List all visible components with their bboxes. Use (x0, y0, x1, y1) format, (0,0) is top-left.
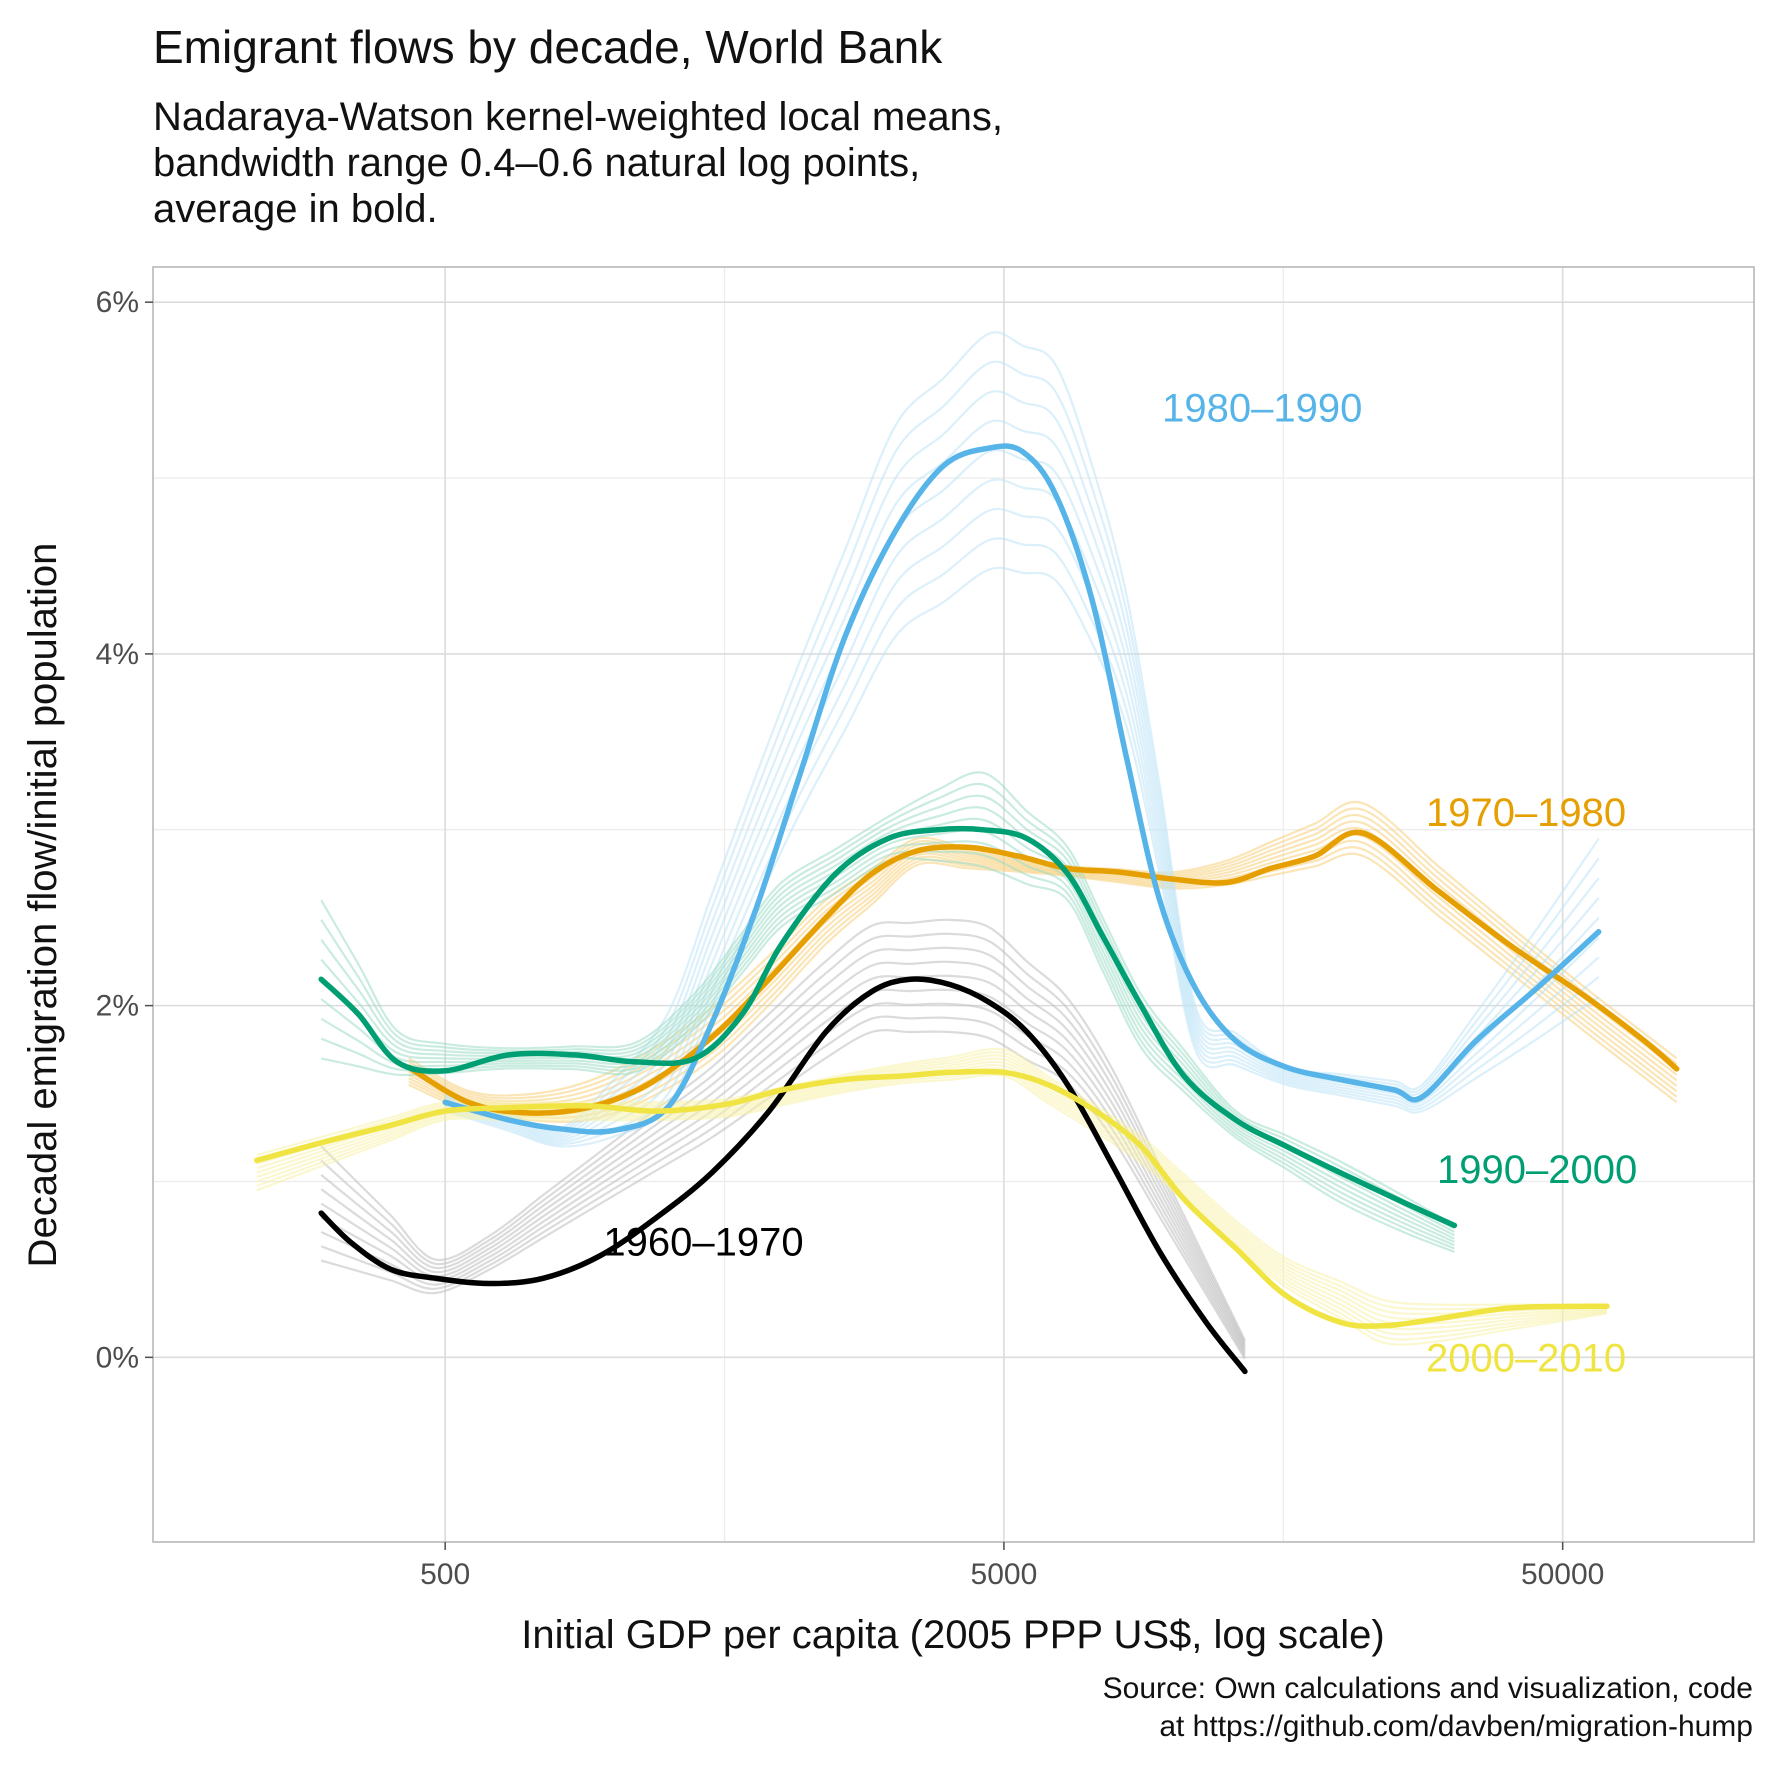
y-tick-label: 2% (96, 990, 139, 1023)
series-label-0: 1960–1970 (603, 1220, 803, 1264)
series-line-0 (318, 976, 1248, 1375)
x-tick-label: 500 (420, 1558, 470, 1591)
series-label-3: 1990–2000 (1437, 1148, 1637, 1192)
band-line-4 (256, 1051, 1607, 1311)
band-line-0 (320, 960, 1246, 1348)
band-line-1 (408, 820, 1678, 1106)
band-line-2 (444, 566, 1600, 1148)
chart-subtitle: Nadaraya-Watson kernel-weighted local me… (153, 94, 1003, 232)
band-line-3 (320, 857, 1455, 1253)
band-line-0 (320, 946, 1246, 1346)
y-tick-label: 6% (96, 286, 139, 319)
band-line-4 (256, 1047, 1607, 1307)
source-caption: Source: Own calculations and visualizati… (1103, 1670, 1753, 1746)
y-axis-label: Decadal emigration flow/initial populati… (21, 543, 65, 1268)
series-label-4: 2000–2010 (1426, 1336, 1626, 1380)
band-line-2 (444, 507, 1600, 1144)
x-axis-label: Initial GDP per capita (2005 PPP US$, lo… (521, 1613, 1384, 1657)
x-tick-label: 50000 (1521, 1558, 1604, 1591)
y-tick-label: 0% (96, 1341, 139, 1374)
series-line-1 (405, 829, 1680, 1116)
series-lines (253, 443, 1680, 1375)
band-line-3 (320, 782, 1455, 1230)
band-line-2 (444, 360, 1600, 1133)
x-tick-label: 5000 (971, 1558, 1038, 1591)
y-tick-label: 4% (96, 638, 139, 671)
caption-line-2: at https://github.com/davben/migration-h… (1159, 1710, 1753, 1743)
series-line-3 (318, 825, 1458, 1229)
series-label-1: 1970–1980 (1426, 791, 1626, 835)
band-line-0 (320, 974, 1246, 1351)
series-line-4 (253, 1068, 1610, 1329)
subtitle-line-1: Nadaraya-Watson kernel-weighted local me… (153, 95, 1004, 139)
caption-line-1: Source: Own calculations and visualizati… (1102, 1672, 1753, 1705)
series-labels: 1960–1970 1970–1980 1980–1990 1990–2000 2000… (603, 387, 1637, 1381)
subtitle-line-3: average in bold. (153, 187, 438, 231)
band-line-0 (320, 932, 1246, 1344)
band-line-3 (320, 771, 1455, 1227)
band-line-3 (320, 840, 1455, 1247)
series-label-2: 1980–1990 (1162, 387, 1362, 431)
band-line-3 (320, 829, 1455, 1243)
x-axis-ticks: 500 5000 50000 (420, 1542, 1604, 1591)
band-line-0 (320, 988, 1246, 1353)
plot-border (152, 266, 1755, 1543)
band-line-4 (256, 1067, 1608, 1336)
band-line-0 (320, 918, 1246, 1341)
band-line-2 (444, 331, 1600, 1131)
y-axis-ticks: 0% 2% 4% 6% (96, 286, 153, 1374)
band-line-1 (408, 833, 1678, 1112)
chart-title: Emigrant flows by decade, World Bank (153, 21, 943, 73)
subtitle-line-2: bandwidth range 0.4–0.6 natural log poin… (153, 141, 921, 185)
